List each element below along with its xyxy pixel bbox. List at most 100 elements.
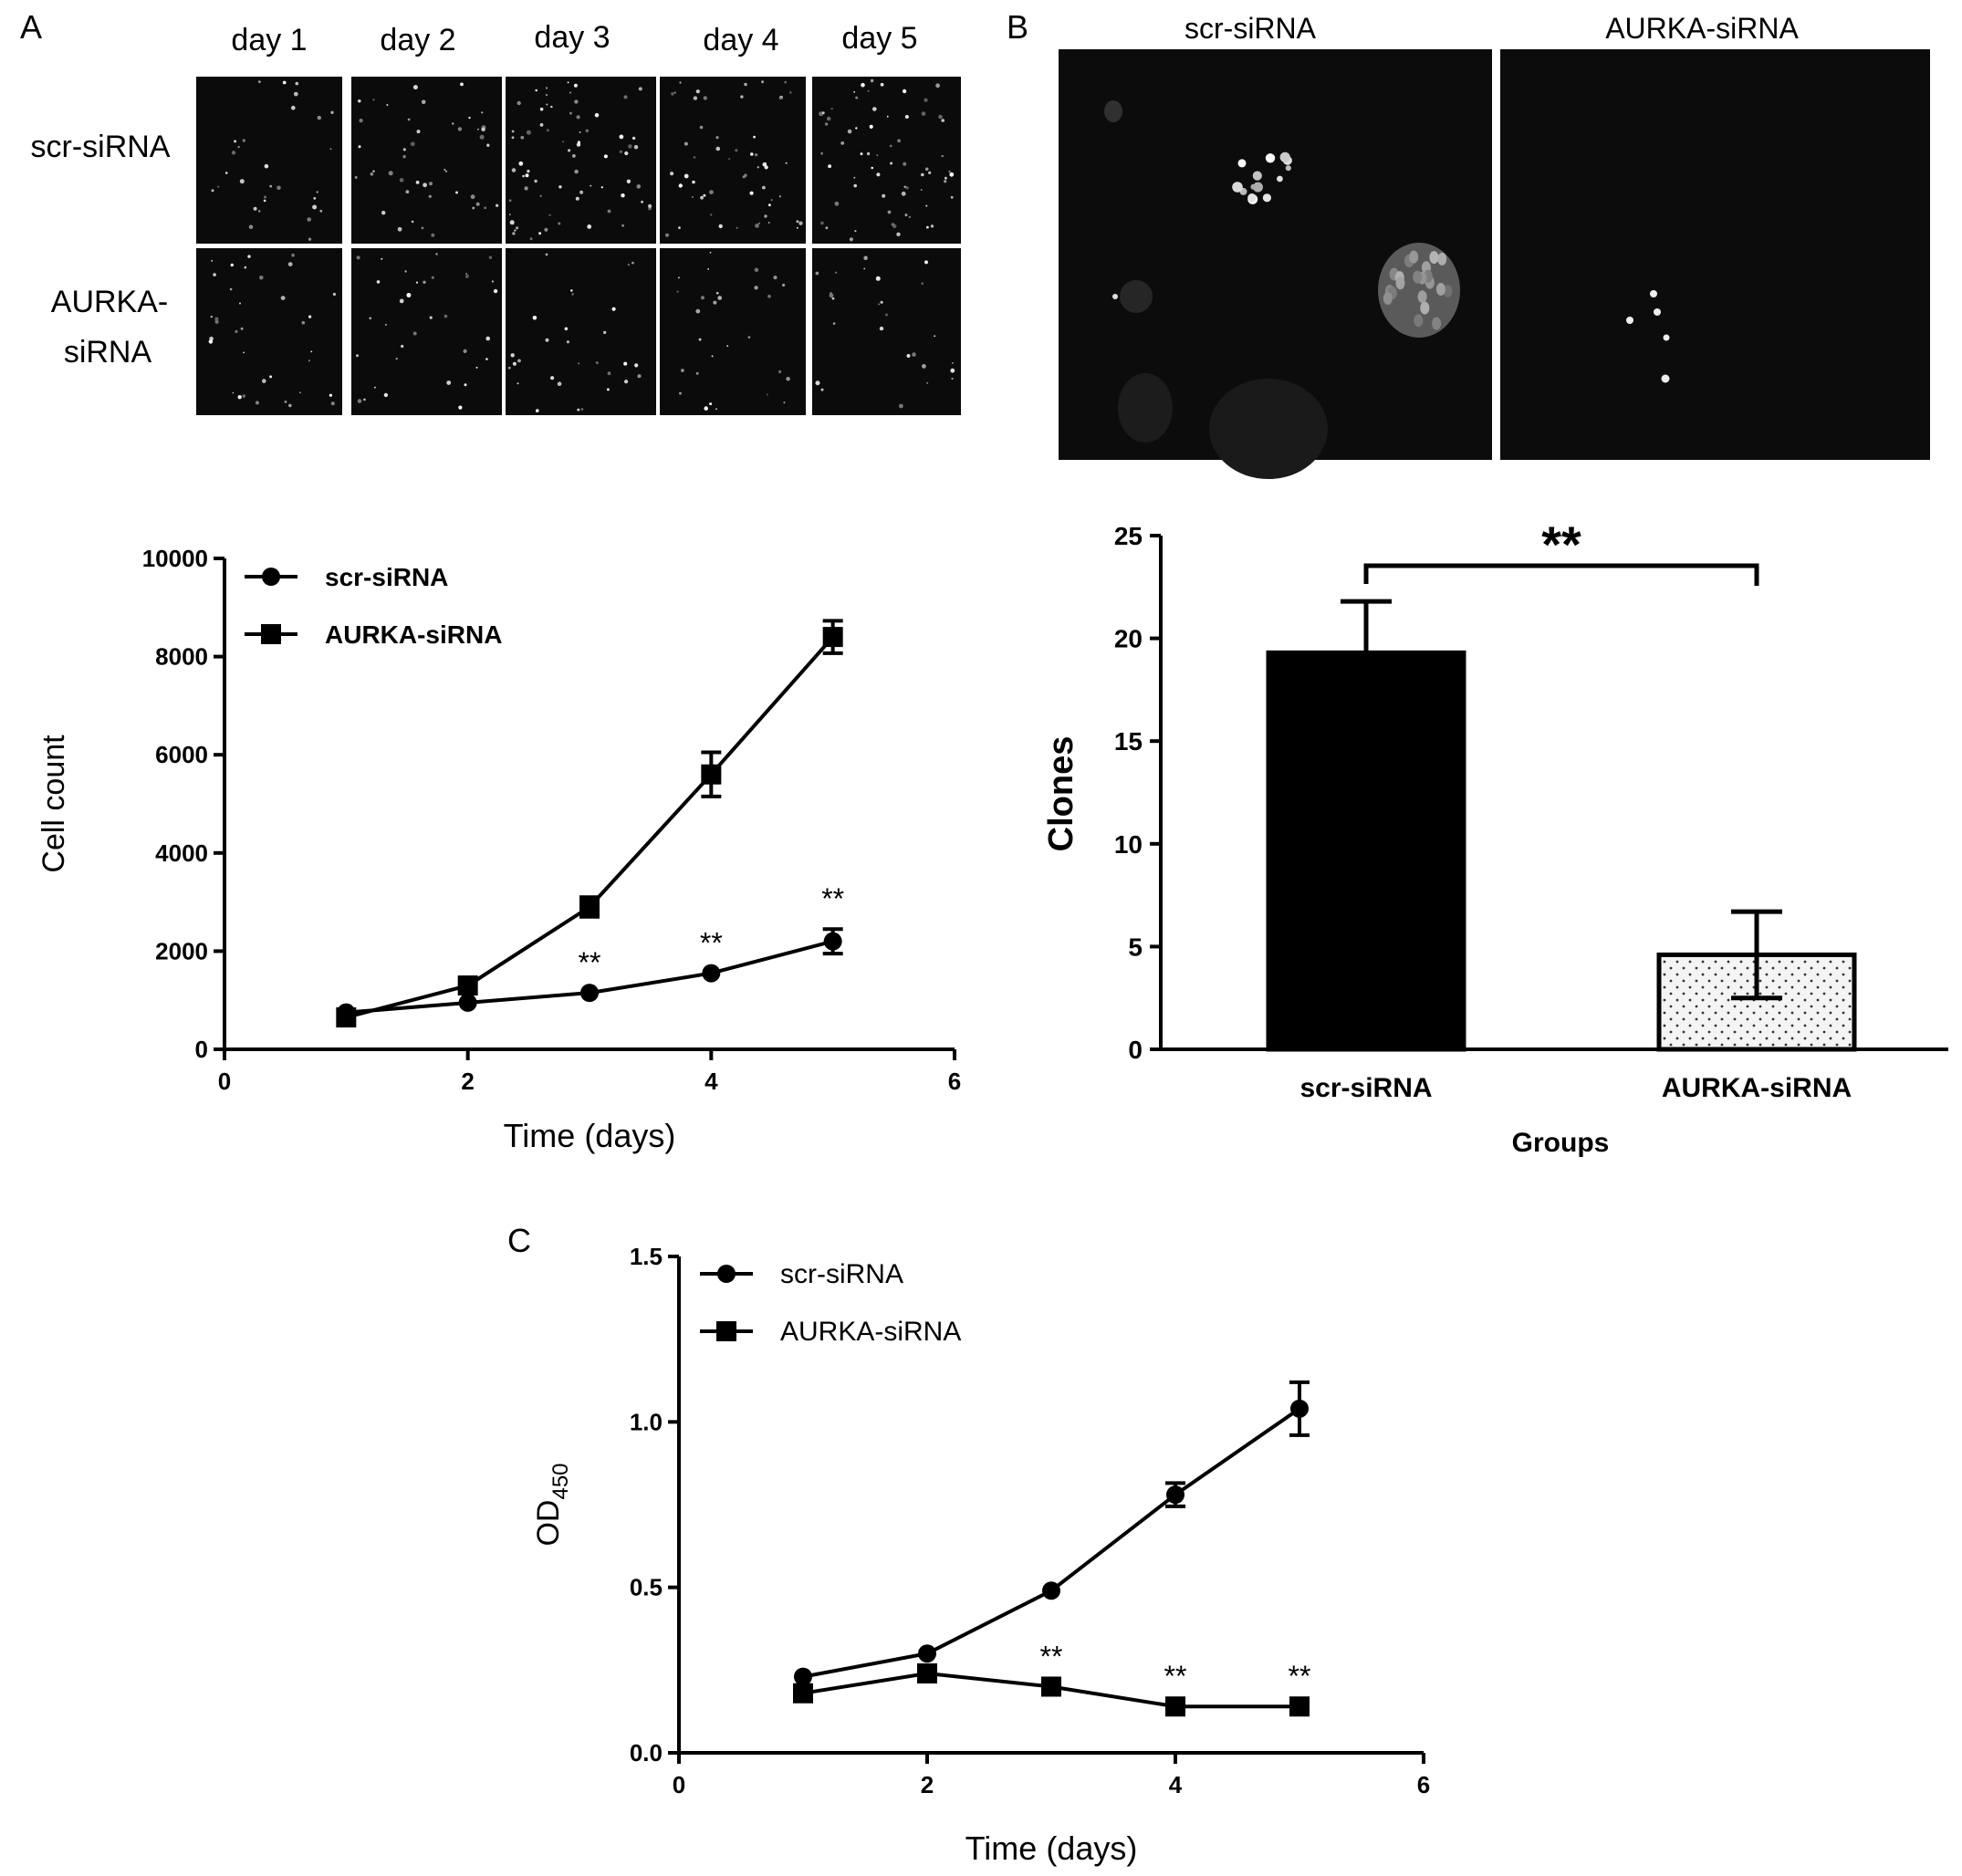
cell-speck <box>600 186 603 189</box>
data-point <box>458 993 477 1012</box>
clone-cell <box>1409 250 1419 264</box>
cell-speck <box>634 363 639 368</box>
cell-speck <box>886 115 889 118</box>
cell-speck <box>508 214 511 216</box>
cell-speck <box>928 171 932 174</box>
clone-cell <box>1383 292 1393 305</box>
cell-speck <box>761 80 764 84</box>
cell-speck <box>415 181 420 184</box>
cell-speck <box>291 253 295 257</box>
cell-speck <box>384 323 387 326</box>
y-tick-label: 1.5 <box>630 1243 663 1270</box>
cell-speck <box>211 259 214 262</box>
cell-speck <box>399 298 404 304</box>
cell-speck <box>744 82 747 87</box>
legend-label: scr-siRNA <box>325 563 448 591</box>
series-scr-siRNA <box>794 1380 1310 1686</box>
micrograph-background <box>196 248 342 415</box>
y-tick-label: 15 <box>1114 727 1143 756</box>
cell-speck <box>740 95 744 99</box>
cell-speck <box>253 206 257 211</box>
cell-speck <box>316 191 318 193</box>
cell-speck <box>423 182 427 188</box>
cell-speck <box>921 111 926 116</box>
cell-speck <box>550 376 555 380</box>
panel-a-row-labels: scr-siRNA AURKA- siRNA <box>31 130 171 370</box>
y-axis-label-main: OD <box>531 1500 566 1547</box>
cell-speck <box>670 172 674 176</box>
data-point <box>1166 1485 1185 1505</box>
cell-speck <box>446 380 452 385</box>
cell-speck <box>516 226 519 230</box>
cell-speck <box>925 204 928 207</box>
cell-speck <box>211 189 214 193</box>
x-axis-label: Time (days) <box>504 1117 676 1154</box>
cell-speck <box>908 215 912 219</box>
cell-speck <box>603 154 608 159</box>
cell-speck <box>444 169 446 171</box>
cell-speck <box>891 223 895 226</box>
cell-speck <box>709 402 713 406</box>
cell-speck <box>509 220 515 225</box>
cell-speck <box>293 91 298 97</box>
panel-a-letter: A <box>20 8 42 46</box>
cell-speck <box>709 251 712 254</box>
cell-speck <box>358 99 361 103</box>
cell-speck <box>762 162 767 167</box>
data-point <box>793 1683 813 1704</box>
cell-speck <box>821 111 825 115</box>
axes: 0 5 10 15 20 25 Clones Groups scr-siRNA AURKA-siR… <box>1042 522 1948 1158</box>
cell-speck <box>208 339 214 344</box>
cell-speck <box>820 388 824 391</box>
cell-speck <box>715 291 719 295</box>
cell-speck <box>784 80 788 84</box>
cell-speck <box>213 273 216 276</box>
cell-speck <box>576 115 580 120</box>
clone-cell <box>1420 301 1430 315</box>
cell-speck <box>747 336 751 339</box>
cell-speck <box>237 395 242 400</box>
cell-speck <box>569 111 572 115</box>
cell-speck <box>484 206 486 210</box>
cell-speck <box>412 85 418 90</box>
cell-speck <box>767 222 770 224</box>
cell-speck <box>749 191 754 195</box>
cell-speck <box>718 224 723 229</box>
cell-speck <box>785 162 788 164</box>
cell-speck <box>830 108 833 110</box>
cell-speck <box>713 300 717 305</box>
cell-speck <box>481 111 484 114</box>
x-tick-label: 0 <box>673 1771 685 1798</box>
cell-speck <box>903 162 907 166</box>
cell-speck <box>231 151 236 155</box>
x-axis-label: Time (days) <box>965 1829 1138 1867</box>
cell-speck <box>698 338 702 341</box>
panel-b-image-label-scr: scr-siRNA <box>1185 12 1317 45</box>
cell-speck <box>538 232 542 235</box>
cell-speck <box>546 103 548 106</box>
cell-speck <box>214 319 219 324</box>
cell-speck <box>678 226 681 229</box>
cell-speck <box>950 368 955 373</box>
legend-entry-scr-siRNA: scr-siRNA <box>700 1259 903 1289</box>
cell-speck <box>623 361 628 366</box>
cell-speck <box>512 361 517 366</box>
cell-speck <box>676 290 679 293</box>
clone-cell <box>1429 251 1439 265</box>
y-tick-label: 25 <box>1114 522 1143 550</box>
cell-speck <box>607 371 611 376</box>
cell-speck <box>796 220 799 224</box>
micrograph-a-r1-c2 <box>351 77 502 244</box>
cell-speck <box>633 144 639 150</box>
cell-speck <box>766 393 768 396</box>
significance-marker: ** <box>1040 1640 1063 1673</box>
cell-speck <box>753 135 756 139</box>
cell-speck <box>330 110 334 115</box>
cell-speck <box>237 145 240 149</box>
cell-speck <box>754 153 758 157</box>
legend-marker <box>262 568 280 586</box>
cell-speck <box>357 399 362 403</box>
cell-speck <box>715 146 721 151</box>
cell-speck <box>692 196 694 198</box>
